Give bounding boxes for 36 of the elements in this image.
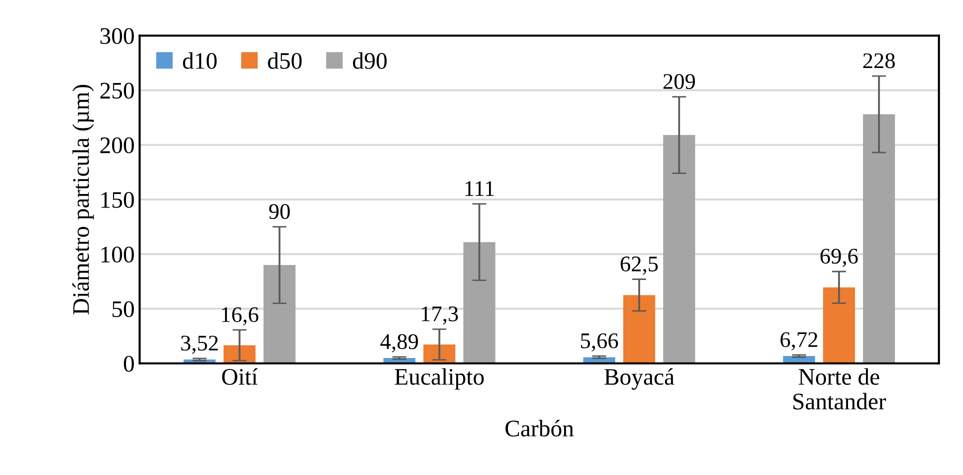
y-tick-label: 0: [124, 356, 134, 372]
data-label: 69,6: [820, 248, 858, 267]
bar: [823, 287, 855, 364]
bar: [463, 242, 496, 364]
bar: [264, 265, 296, 364]
y-axis-title: Diámetro particula (µm): [72, 84, 94, 314]
x-tick-label: Boyacá: [604, 368, 674, 390]
data-label: 3,52: [181, 336, 218, 354]
data-label: 17,3: [422, 306, 458, 325]
x-tick-label: Norte de Santander: [793, 368, 886, 410]
data-label: 111: [465, 181, 494, 196]
data-label: 16,6: [222, 307, 258, 326]
bar: [423, 344, 456, 364]
data-label: 4,89: [380, 334, 418, 352]
y-tick-label: 200: [100, 137, 134, 154]
x-tick-label: Oití: [222, 368, 258, 385]
bar: [224, 345, 256, 364]
data-label: 90: [269, 204, 290, 220]
x-axis-title: Carbón: [505, 420, 574, 437]
data-label: 62,5: [620, 256, 658, 275]
data-label: 5,66: [581, 333, 618, 352]
x-tick-label: Eucalipto: [394, 368, 484, 390]
legend-label: d90: [352, 52, 387, 69]
bar: [862, 114, 895, 364]
data-label: 209: [663, 74, 695, 90]
legend-label: d50: [268, 52, 302, 69]
data-label: 6,72: [780, 332, 818, 350]
y-tick-label: 50: [112, 301, 134, 318]
bar: [663, 135, 696, 364]
y-tick-label: 150: [101, 192, 134, 208]
legend-label: d10: [182, 52, 217, 69]
data-label: 228: [863, 53, 895, 68]
y-tick-label: 250: [100, 82, 134, 99]
bar: [623, 295, 656, 364]
y-tick-label: 100: [101, 246, 134, 263]
y-tick-label: 300: [100, 28, 134, 44]
